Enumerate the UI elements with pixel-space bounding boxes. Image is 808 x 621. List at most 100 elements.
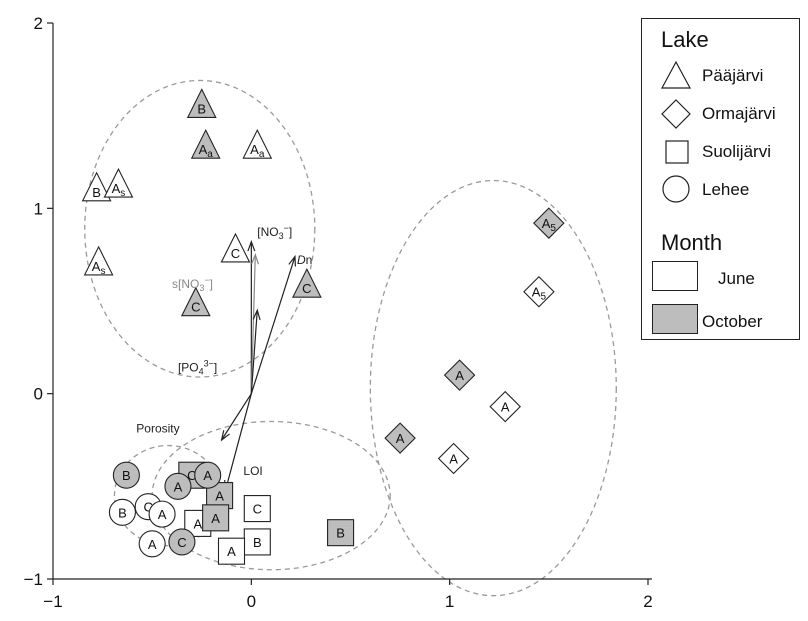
- point-label: Aa: [250, 142, 265, 160]
- square-marker: [243, 528, 271, 556]
- legend-month-june: June: [718, 269, 755, 288]
- group-ellipse-1: [84, 79, 316, 378]
- axes: −1−1 0 0 1 1 2 2: [24, 14, 653, 611]
- point-label: C: [187, 468, 196, 483]
- point-label: Aa: [199, 142, 214, 160]
- vector-shaft: [221, 393, 252, 441]
- sample-point: A: [384, 422, 416, 454]
- legend-june-swatch: [652, 261, 698, 291]
- diamond-marker: [489, 390, 521, 423]
- vector-label: LOI: [243, 464, 262, 478]
- point-label: A: [396, 431, 405, 446]
- group-ellipse-2: [369, 179, 617, 597]
- x-tick-label: 1: [445, 592, 454, 611]
- legend-square-icon: [665, 140, 689, 164]
- legend-month-title: Month: [661, 230, 723, 255]
- sample-point: B: [112, 461, 140, 489]
- legend-october-swatch: [652, 304, 698, 334]
- sample-point: C: [180, 286, 211, 317]
- triangle-marker: [180, 286, 211, 317]
- sample-point: A: [437, 442, 470, 475]
- circle-marker: [194, 461, 222, 489]
- sample-point: As: [83, 245, 114, 277]
- vector-arrow-2: [250, 252, 260, 394]
- legend-diamond-icon: [661, 99, 691, 129]
- point-label: B: [336, 526, 345, 541]
- point-label: A: [227, 544, 236, 559]
- diamond-marker: [523, 275, 555, 308]
- point-label: C: [302, 281, 311, 296]
- sample-point: C: [220, 232, 251, 263]
- triangle-marker: [83, 245, 114, 276]
- sample-point: A5: [523, 275, 555, 308]
- sample-point: A5: [533, 207, 565, 239]
- sample-point: A: [202, 504, 230, 532]
- circle-marker: [112, 461, 140, 489]
- vector-label: [NO3−]: [257, 223, 292, 241]
- vector-arrow-1: [247, 239, 256, 394]
- legend-month-october: October: [702, 312, 763, 331]
- square-marker: [327, 519, 355, 547]
- vector-label: Dn: [297, 253, 312, 267]
- sample-point: B: [108, 498, 136, 526]
- vector-arrowhead: [252, 308, 261, 321]
- sample-point: A: [148, 500, 176, 528]
- sample-point: B: [327, 519, 355, 547]
- point-label: B: [118, 505, 127, 520]
- point-label: C: [191, 300, 200, 315]
- legend-lake-lehee: Lehee: [702, 180, 750, 199]
- triangle-marker: [81, 171, 112, 202]
- point-label: A: [203, 468, 212, 483]
- vector-arrow-5: [220, 393, 252, 442]
- y-tick-label: 0: [34, 385, 43, 404]
- sample-point: A: [164, 472, 192, 500]
- legend-lake-paajarvi: Pääjärvi: [702, 66, 764, 85]
- triangle-marker: [220, 232, 251, 263]
- sample-point: B: [81, 171, 112, 202]
- legend-circle-icon: [662, 175, 690, 203]
- square-marker: [243, 495, 271, 523]
- diamond-marker: [384, 422, 416, 454]
- sample-point: A: [489, 390, 521, 423]
- sample-point: A: [194, 461, 222, 489]
- square-marker: [217, 537, 246, 565]
- triangle-marker: [242, 128, 273, 159]
- triangle-marker: [103, 167, 134, 198]
- point-label: A: [501, 400, 510, 415]
- point-label: C: [231, 246, 240, 261]
- sample-point: Aa: [242, 128, 273, 160]
- sample-point: Aa: [190, 128, 221, 160]
- x-tick-label: 2: [643, 592, 652, 611]
- legend-lake-title: Lake: [661, 27, 709, 52]
- circle-marker: [138, 530, 166, 558]
- y-tick-label: 1: [34, 199, 43, 218]
- vector-label: [PO43−]: [178, 358, 217, 376]
- vector-arrowhead: [288, 254, 296, 267]
- sample-point: A: [138, 530, 166, 558]
- vector-label: Porosity: [136, 422, 179, 436]
- x-tick-label: −1: [43, 592, 62, 611]
- vector-label: s[NO3−]: [172, 275, 213, 293]
- point-label: B: [122, 468, 131, 483]
- y-tick-label: −1: [24, 570, 43, 589]
- y-tick-label: 2: [34, 14, 43, 33]
- vector-arrow-3: [250, 254, 296, 394]
- sample-point: C: [291, 267, 322, 298]
- vector-arrowhead: [247, 239, 256, 252]
- legend-triangle-icon: [660, 60, 692, 89]
- sample-point: A: [443, 359, 476, 391]
- diamond-marker: [533, 207, 565, 239]
- vector-labels: [NO3−] s[NO3−] Dn [PO43−] Porosity LOI: [136, 223, 312, 478]
- vector-shaft: [250, 254, 256, 394]
- vector-arrow-4: [250, 308, 261, 394]
- environment-vectors: [220, 239, 296, 492]
- legend-lake-ormajarvi: Ormajärvi: [702, 104, 776, 123]
- triangle-marker: [186, 88, 217, 118]
- point-label: A: [455, 368, 464, 383]
- sample-point: C: [168, 528, 196, 556]
- point-label: B: [197, 101, 206, 116]
- triangle-marker: [291, 267, 322, 298]
- sample-point: B: [186, 88, 217, 118]
- point-label: A: [215, 489, 224, 504]
- circle-marker: [164, 472, 192, 500]
